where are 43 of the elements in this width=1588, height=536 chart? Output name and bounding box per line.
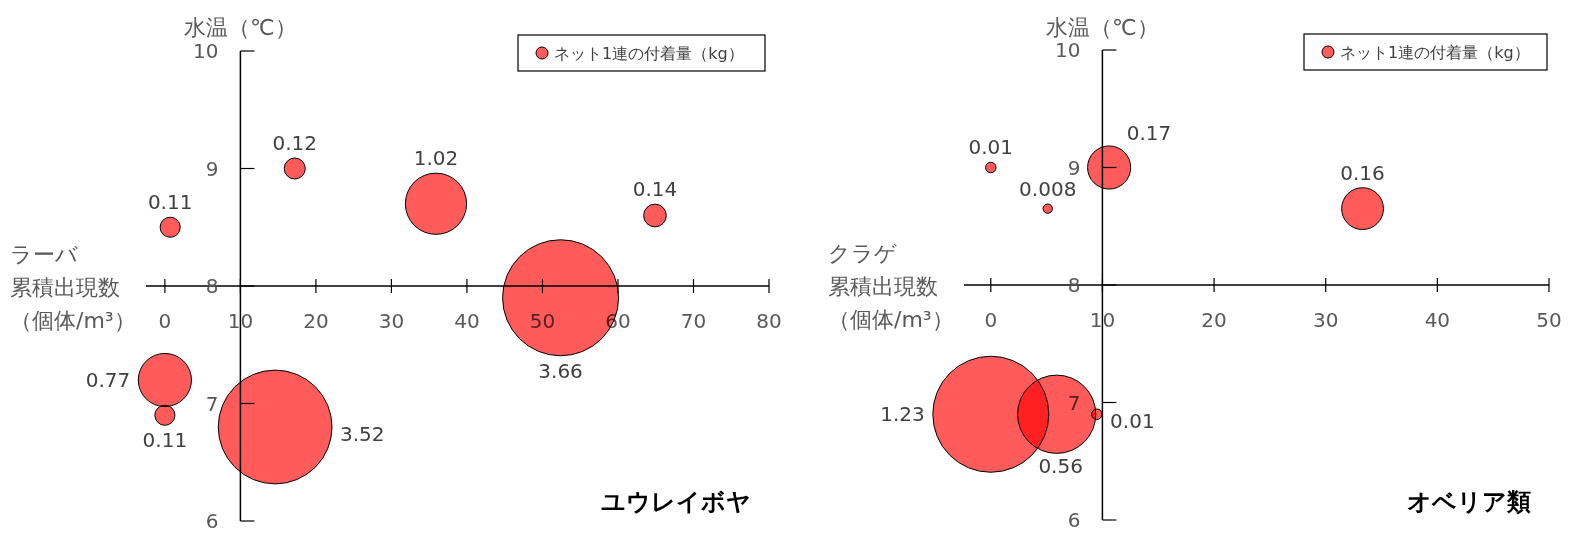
x-tick-label: 50 — [529, 309, 556, 333]
x-tick-label: 50 — [1536, 308, 1562, 332]
legend-label: ネット1連の付着量（kg） — [1340, 43, 1530, 62]
data-label: 0.16 — [1340, 160, 1385, 185]
data-label: 0.12 — [272, 131, 318, 155]
data-label: 0.01 — [968, 135, 1014, 160]
x-tick-label: 0 — [158, 309, 172, 333]
x-tick-label: 20 — [303, 309, 329, 333]
legend: ネット1連の付着量（kg） — [1303, 33, 1548, 71]
legend-label: ネット1連の付着量（kg） — [554, 44, 744, 63]
data-label: 1.02 — [413, 146, 459, 171]
data-label: 0.77 — [85, 368, 131, 392]
data-label: 0.14 — [632, 177, 678, 202]
data-label: 0.56 — [1038, 454, 1083, 479]
x-tick-label: 40 — [1424, 308, 1451, 332]
x-tick-label: 30 — [1312, 308, 1339, 332]
x-tick-label: 0 — [984, 308, 998, 332]
y-tick-label: 10 — [192, 39, 219, 63]
x-tick-label: 30 — [378, 309, 405, 333]
data-label: 0.17 — [1126, 120, 1172, 145]
legend: ネット1連の付着量（kg） — [517, 34, 766, 72]
data-label: 0.11 — [142, 428, 188, 453]
data-label: 0.11 — [147, 190, 193, 215]
data-label: 3.52 — [340, 422, 385, 446]
y-tick-label: 7 — [1067, 390, 1081, 415]
x-tick-label: 80 — [756, 309, 782, 333]
y-tick-label: 9 — [205, 156, 219, 181]
data-label: 3.66 — [538, 358, 583, 383]
text: ユウレイボヤ — [601, 488, 751, 516]
data-label: 0.01 — [1110, 409, 1155, 434]
x-axis-title: ラーバ累積出現数（個体/m³） — [10, 242, 136, 333]
x-tick-label: 40 — [454, 309, 480, 333]
y-tick-label: 6 — [205, 509, 219, 533]
data-label: 1.23 — [880, 402, 925, 427]
y-tick-label: 7 — [205, 391, 219, 416]
x-axis-title: クラゲ累積出現数（個体/m³） — [828, 241, 954, 332]
x-tick-label: 20 — [1201, 308, 1227, 332]
x-tick-label: 70 — [680, 309, 707, 333]
text: オベリア類 — [1407, 488, 1531, 516]
y-axis-title: 水温（℃） — [184, 15, 297, 40]
y-axis-title: 水温（℃） — [1046, 15, 1159, 40]
y-tick-label: 6 — [1067, 508, 1081, 532]
y-tick-label: 10 — [1054, 38, 1081, 62]
